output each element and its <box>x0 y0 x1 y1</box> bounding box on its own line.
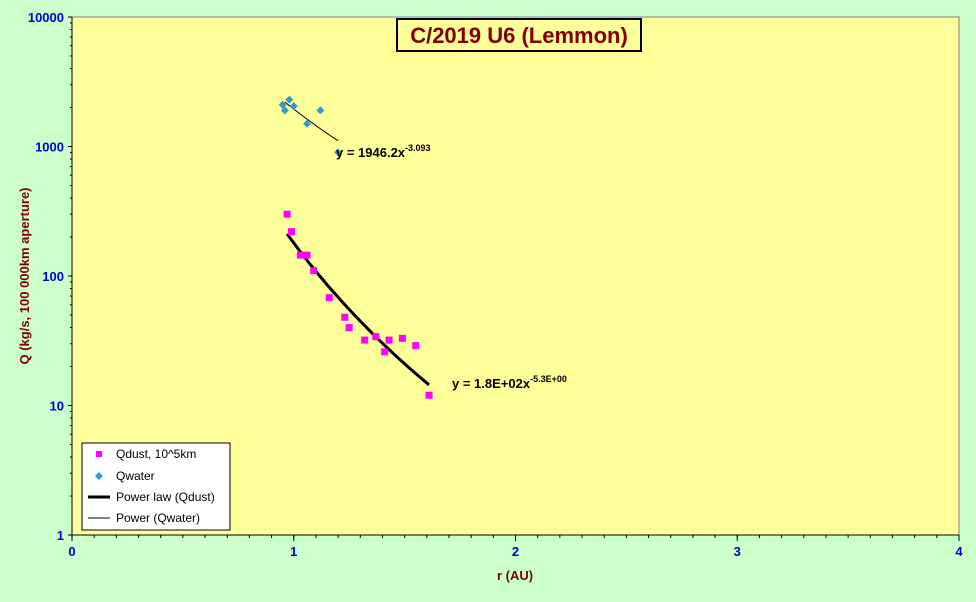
dust-fit-equation: y = 1.8E+02x-5.3E+00 <box>452 374 567 391</box>
x-tick-label: 3 <box>734 544 741 559</box>
dust-point <box>412 342 420 350</box>
dust-point <box>283 210 291 218</box>
y-tick-label: 10000 <box>28 10 64 25</box>
legend-label-dust-fit: Power law (Qdust) <box>116 490 215 504</box>
legend: Qdust, 10^5km Qwater Power law (Qdust) P… <box>81 442 231 531</box>
dust-fit-line <box>285 233 430 387</box>
dust-point <box>372 333 380 341</box>
legend-dust-marker <box>96 451 102 457</box>
x-axis-title: r (AU) <box>497 568 533 583</box>
y-tick-label: 10 <box>50 399 64 414</box>
water-point <box>303 119 312 128</box>
y-tick-label: 100 <box>42 269 64 284</box>
dust-point <box>425 391 433 399</box>
x-tick-label: 4 <box>955 544 963 559</box>
chart-title-box: C/2019 U6 (Lemmon) <box>396 18 642 52</box>
y-tick-label: 1000 <box>35 140 64 155</box>
legend-water-marker <box>95 472 103 480</box>
dust-point <box>310 267 318 275</box>
axes <box>68 16 960 541</box>
water-point <box>289 102 298 111</box>
y-axis-title: Q (kg/s, 100 000km aperture) <box>17 187 32 364</box>
dust-point <box>398 334 406 342</box>
water-point <box>316 106 325 115</box>
dust-point <box>345 324 353 332</box>
water-point <box>280 106 289 115</box>
dust-point <box>303 251 311 259</box>
dust-point <box>381 348 389 356</box>
dust-point <box>325 294 333 302</box>
dust-point <box>361 336 369 344</box>
legend-label-water-fit: Power (Qwater) <box>116 511 200 525</box>
dust-point <box>341 313 349 321</box>
x-tick-label: 1 <box>290 544 297 559</box>
data-marks <box>278 95 433 399</box>
x-tick-label: 0 <box>68 544 75 559</box>
legend-label-water: Qwater <box>116 469 155 483</box>
water-point <box>285 95 294 104</box>
dust-point <box>296 251 304 259</box>
dust-point <box>288 228 296 236</box>
water-point <box>334 148 343 157</box>
water-fit-equation: y = 1946.2x-3.093 <box>336 143 431 160</box>
chart-title: C/2019 U6 (Lemmon) <box>410 23 628 48</box>
x-tick-label: 2 <box>512 544 519 559</box>
dust-point <box>385 336 393 344</box>
y-tick-label: 1 <box>57 528 64 543</box>
legend-label-dust: Qdust, 10^5km <box>116 447 196 461</box>
